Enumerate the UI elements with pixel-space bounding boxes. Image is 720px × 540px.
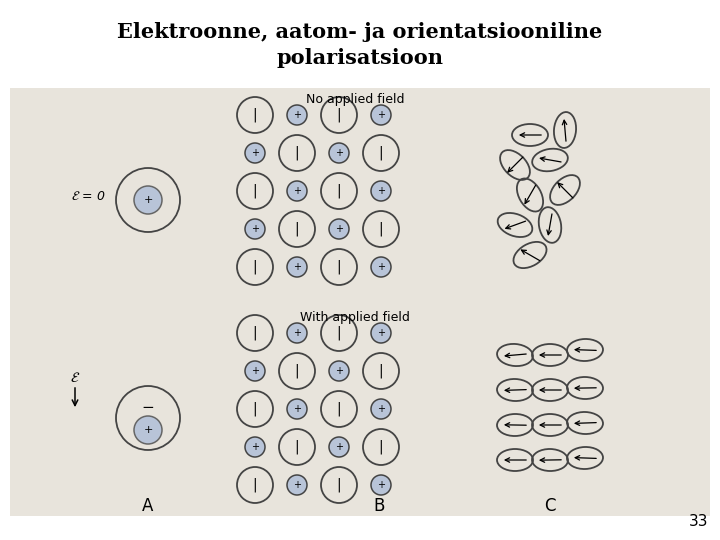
Circle shape (287, 399, 307, 419)
Circle shape (245, 361, 265, 381)
Text: |: | (253, 260, 257, 274)
Circle shape (371, 399, 391, 419)
Text: $\mathcal{E}$: $\mathcal{E}$ (70, 371, 80, 385)
Text: +: + (143, 425, 153, 435)
Text: 33: 33 (688, 515, 708, 530)
Text: With applied field: With applied field (300, 312, 410, 325)
Text: |: | (337, 478, 341, 492)
Circle shape (287, 323, 307, 343)
Circle shape (134, 416, 162, 444)
Text: +: + (251, 148, 259, 158)
Text: |: | (379, 364, 383, 378)
Circle shape (329, 437, 349, 457)
Circle shape (371, 181, 391, 201)
Text: +: + (335, 442, 343, 452)
Text: +: + (293, 480, 301, 490)
Text: +: + (377, 262, 385, 272)
FancyBboxPatch shape (10, 88, 710, 516)
Text: +: + (335, 366, 343, 376)
Text: +: + (251, 366, 259, 376)
Text: |: | (379, 222, 383, 237)
Text: +: + (377, 404, 385, 414)
Text: C: C (544, 497, 556, 515)
Circle shape (371, 105, 391, 125)
Text: |: | (253, 478, 257, 492)
Text: |: | (253, 326, 257, 340)
Text: +: + (143, 195, 153, 205)
Text: |: | (337, 326, 341, 340)
Text: +: + (251, 224, 259, 234)
Text: polarisatsioon: polarisatsioon (276, 48, 444, 68)
Text: $\mathcal{E}$ = 0: $\mathcal{E}$ = 0 (71, 191, 105, 204)
Text: +: + (377, 110, 385, 120)
Text: +: + (293, 186, 301, 196)
Text: +: + (335, 224, 343, 234)
Text: |: | (253, 402, 257, 416)
Circle shape (134, 186, 162, 214)
Text: |: | (253, 184, 257, 198)
Text: B: B (373, 497, 384, 515)
Text: +: + (377, 328, 385, 338)
Circle shape (329, 361, 349, 381)
Circle shape (287, 257, 307, 277)
Circle shape (329, 143, 349, 163)
Circle shape (245, 219, 265, 239)
Text: A: A (143, 497, 153, 515)
Text: −: − (142, 401, 154, 415)
Circle shape (287, 105, 307, 125)
Circle shape (371, 475, 391, 495)
Circle shape (371, 257, 391, 277)
Text: |: | (337, 260, 341, 274)
Text: +: + (335, 148, 343, 158)
Text: Elektroonne, aatom- ja orientatsiooniline: Elektroonne, aatom- ja orientatsioonilin… (117, 22, 603, 42)
Text: +: + (251, 442, 259, 452)
Text: |: | (379, 440, 383, 454)
Circle shape (371, 323, 391, 343)
Text: No applied field: No applied field (306, 93, 404, 106)
Text: |: | (379, 146, 383, 160)
Text: +: + (293, 328, 301, 338)
Text: |: | (294, 146, 300, 160)
Circle shape (245, 143, 265, 163)
Text: |: | (294, 440, 300, 454)
Text: +: + (293, 404, 301, 414)
Text: +: + (377, 480, 385, 490)
Text: |: | (294, 364, 300, 378)
Text: +: + (377, 186, 385, 196)
Circle shape (287, 181, 307, 201)
Text: +: + (293, 262, 301, 272)
Text: +: + (293, 110, 301, 120)
Text: |: | (337, 402, 341, 416)
Text: |: | (253, 108, 257, 122)
Circle shape (329, 219, 349, 239)
Circle shape (245, 437, 265, 457)
Text: |: | (337, 184, 341, 198)
Circle shape (287, 475, 307, 495)
Text: |: | (337, 108, 341, 122)
Text: |: | (294, 222, 300, 237)
